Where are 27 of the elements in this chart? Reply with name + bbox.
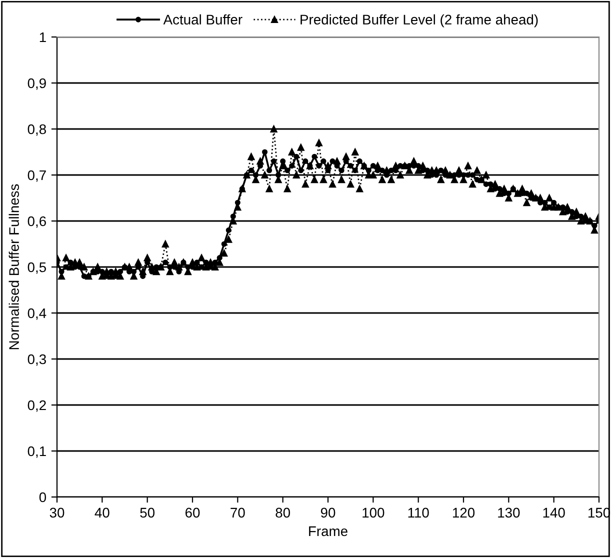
- x-tick-label: 100: [362, 508, 384, 518]
- y-tick-label: 0,6: [28, 216, 46, 228]
- y-tick-label: 0,2: [28, 400, 46, 412]
- x-tick-label: 140: [543, 508, 565, 518]
- y-tick-label: 0,8: [28, 124, 46, 136]
- y-axis-title: Normalised Buffer Fullness: [8, 184, 19, 350]
- x-tick-label: 130: [498, 508, 520, 518]
- legend-label: Predicted Buffer Level (2 frame ahead): [300, 14, 538, 28]
- y-tick-label: 0,7: [28, 170, 46, 182]
- y-tick-label: 0,9: [28, 78, 46, 90]
- y-tick-label: 0,3: [28, 354, 46, 366]
- y-tick-label: 0,5: [28, 262, 46, 274]
- x-tick-label: 50: [140, 508, 155, 518]
- x-axis-title: Frame: [309, 526, 348, 536]
- x-tick-label: 40: [94, 508, 110, 518]
- y-tick-label: 0,1: [28, 446, 46, 458]
- y-tick-label: 1: [40, 32, 46, 42]
- x-tick-label: 110: [408, 508, 429, 518]
- x-tick-label: 90: [320, 508, 336, 518]
- x-tick-label: 120: [452, 508, 475, 518]
- legend-label: Actual Buffer: [163, 14, 242, 25]
- x-tick-label: 60: [185, 508, 200, 518]
- y-tick-label: 0: [39, 492, 46, 502]
- x-tick-label: 80: [276, 508, 290, 518]
- x-tick-label: 30: [50, 508, 64, 518]
- x-tick-label: 70: [230, 508, 245, 518]
- y-tick-label: 0,4: [28, 308, 46, 320]
